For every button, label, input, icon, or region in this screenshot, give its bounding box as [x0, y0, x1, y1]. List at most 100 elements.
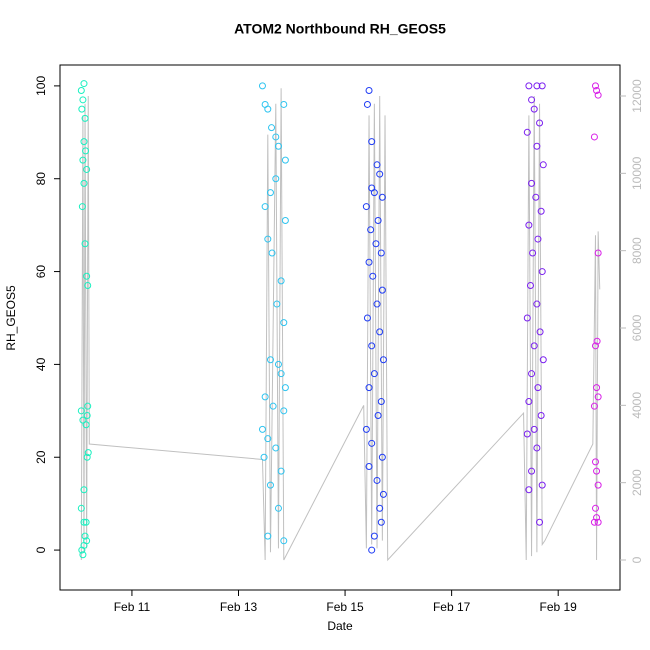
data-point: [525, 486, 533, 494]
data-point: [280, 100, 288, 108]
y-axis-label: RH_GEOS5: [4, 285, 18, 351]
data-point: [368, 439, 376, 447]
data-point: [373, 161, 381, 169]
data-point: [82, 421, 90, 429]
x-tick-label: Feb 15: [326, 600, 364, 614]
data-point: [534, 235, 542, 243]
data-point: [590, 133, 598, 141]
data-point: [591, 82, 599, 90]
data-point: [368, 342, 376, 350]
data-point: [374, 411, 382, 419]
data-point: [530, 342, 538, 350]
data-point: [533, 300, 541, 308]
data-point: [590, 402, 598, 410]
data-point: [538, 481, 546, 489]
data-point: [79, 156, 87, 164]
data-point: [268, 249, 276, 257]
data-point: [537, 207, 545, 215]
data-point: [532, 193, 540, 201]
data-point: [273, 300, 281, 308]
data-point: [78, 546, 86, 554]
data-point: [277, 370, 285, 378]
data-point: [594, 481, 602, 489]
data-point: [272, 175, 280, 183]
data-point: [365, 87, 373, 95]
data-point: [377, 249, 385, 257]
data-point: [526, 281, 534, 289]
data-point: [82, 147, 90, 155]
x-tick-label: Feb 19: [540, 600, 578, 614]
data-point: [78, 105, 86, 113]
data-point: [367, 226, 375, 234]
data-point: [264, 235, 272, 243]
data-point: [281, 384, 289, 392]
data-point: [84, 281, 92, 289]
x-tick-label: Feb 17: [433, 600, 471, 614]
plot-frame: [59, 64, 621, 591]
data-point: [523, 128, 531, 136]
data-point: [374, 217, 382, 225]
data-point: [528, 370, 536, 378]
data-point: [537, 411, 545, 419]
y2-tick-label: 8000: [630, 237, 644, 264]
data-point: [261, 393, 269, 401]
data-point: [377, 398, 385, 406]
y-tick-label: 0: [34, 546, 48, 553]
data-point: [593, 467, 601, 475]
data-point: [80, 518, 88, 526]
data-point: [376, 504, 384, 512]
y-tick-label: 80: [34, 172, 48, 186]
data-point: [261, 203, 269, 211]
data-point: [266, 189, 274, 197]
data-point: [378, 193, 386, 201]
data-point: [379, 490, 387, 498]
data-point: [538, 268, 546, 276]
data-point: [591, 504, 599, 512]
data-point: [77, 504, 85, 512]
data-point: [528, 96, 536, 104]
data-point: [372, 240, 380, 248]
data-point: [362, 203, 370, 211]
data-point: [365, 463, 373, 471]
data-point: [379, 356, 387, 364]
y-tick-label: 40: [34, 357, 48, 371]
data-point: [590, 518, 598, 526]
data-point: [280, 407, 288, 415]
data-point: [373, 300, 381, 308]
data-point: [264, 105, 272, 113]
data-point: [378, 453, 386, 461]
data-point: [530, 105, 538, 113]
y-tick-label: 20: [34, 450, 48, 464]
data-point: [376, 328, 384, 336]
data-point: [79, 96, 87, 104]
data-point: [84, 402, 92, 410]
data-point: [277, 467, 285, 475]
data-point: [591, 342, 599, 350]
y-tick-label: 60: [34, 265, 48, 279]
data-point: [258, 82, 266, 90]
data-point: [83, 453, 91, 461]
data-point: [280, 319, 288, 327]
data-point: [369, 272, 377, 280]
data-point: [529, 249, 537, 257]
data-point: [370, 189, 378, 197]
data-point: [594, 249, 602, 257]
y2-tick-label: 12000: [630, 79, 644, 113]
data-point: [272, 444, 280, 452]
data-point: [258, 425, 266, 433]
data-point: [530, 425, 538, 433]
data-point: [536, 328, 544, 336]
data-point: [378, 286, 386, 294]
data-point: [533, 444, 541, 452]
data-point: [365, 258, 373, 266]
data-point: [376, 170, 384, 178]
data-point: [80, 486, 88, 494]
data-point: [83, 411, 91, 419]
x-tick-label: Feb 11: [114, 600, 151, 614]
y2-tick-label: 4000: [630, 392, 644, 419]
data-point: [539, 161, 547, 169]
data-point: [272, 133, 280, 141]
data-point: [365, 384, 373, 392]
